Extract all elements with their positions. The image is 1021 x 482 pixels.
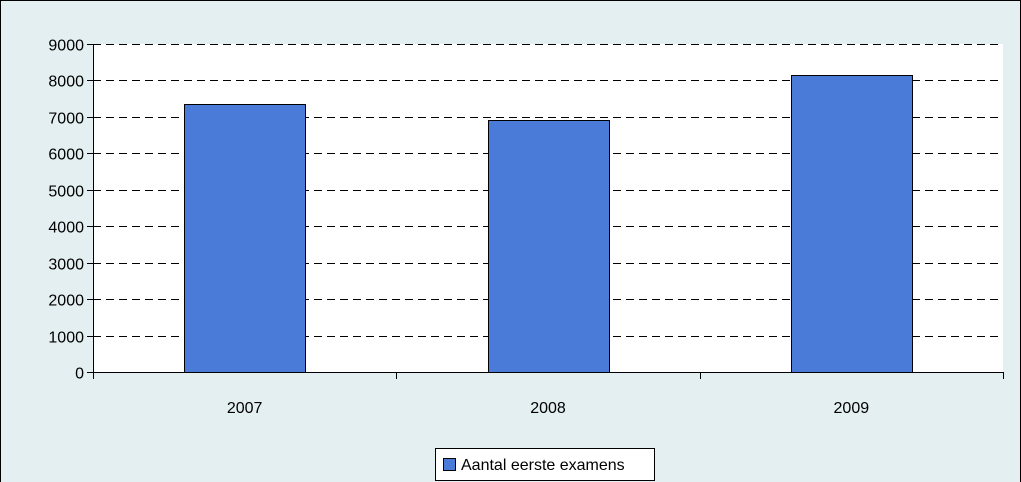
x-tick-label-2009: 2009 xyxy=(834,400,870,417)
x-tick-label-2007: 2007 xyxy=(227,400,263,417)
y-tick-label-1000: 1000 xyxy=(48,330,84,347)
bar-2007 xyxy=(184,104,306,373)
y-tick-label-0: 0 xyxy=(75,366,84,383)
x-tick-labels: 2007 2008 2009 xyxy=(227,400,869,417)
y-tick-label-8000: 8000 xyxy=(48,74,84,91)
y-tick-label-4000: 4000 xyxy=(48,220,84,237)
legend-box xyxy=(435,448,655,481)
y-tick-labels: 0 1000 2000 3000 4000 5000 6000 7000 8000 9000 xyxy=(48,38,84,383)
bars xyxy=(184,75,913,373)
bar-2009 xyxy=(791,75,913,373)
y-tick-label-6000: 6000 xyxy=(48,147,84,164)
bar-2008 xyxy=(488,120,610,373)
y-tick-label-3000: 3000 xyxy=(48,257,84,274)
legend-label: Aantal eerste examens xyxy=(461,457,625,474)
y-tick-label-2000: 2000 xyxy=(48,293,84,310)
axes xyxy=(87,44,1004,379)
y-tick-label-9000: 9000 xyxy=(48,38,84,55)
legend-swatch xyxy=(443,458,456,471)
legend: Aantal eerste examens xyxy=(435,448,655,481)
y-tick-label-7000: 7000 xyxy=(48,111,84,128)
y-tick-label-5000: 5000 xyxy=(48,184,84,201)
x-tick-label-2008: 2008 xyxy=(530,400,566,417)
